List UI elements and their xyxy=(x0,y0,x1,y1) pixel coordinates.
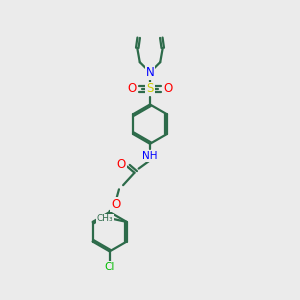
Text: Cl: Cl xyxy=(104,262,115,272)
Text: O: O xyxy=(128,82,137,95)
Text: N: N xyxy=(146,66,154,79)
Text: O: O xyxy=(111,198,121,211)
Text: S: S xyxy=(146,82,154,95)
Text: NH: NH xyxy=(142,151,158,161)
Text: O: O xyxy=(116,158,126,171)
Text: CH₃: CH₃ xyxy=(97,214,113,223)
Text: O: O xyxy=(163,82,172,95)
